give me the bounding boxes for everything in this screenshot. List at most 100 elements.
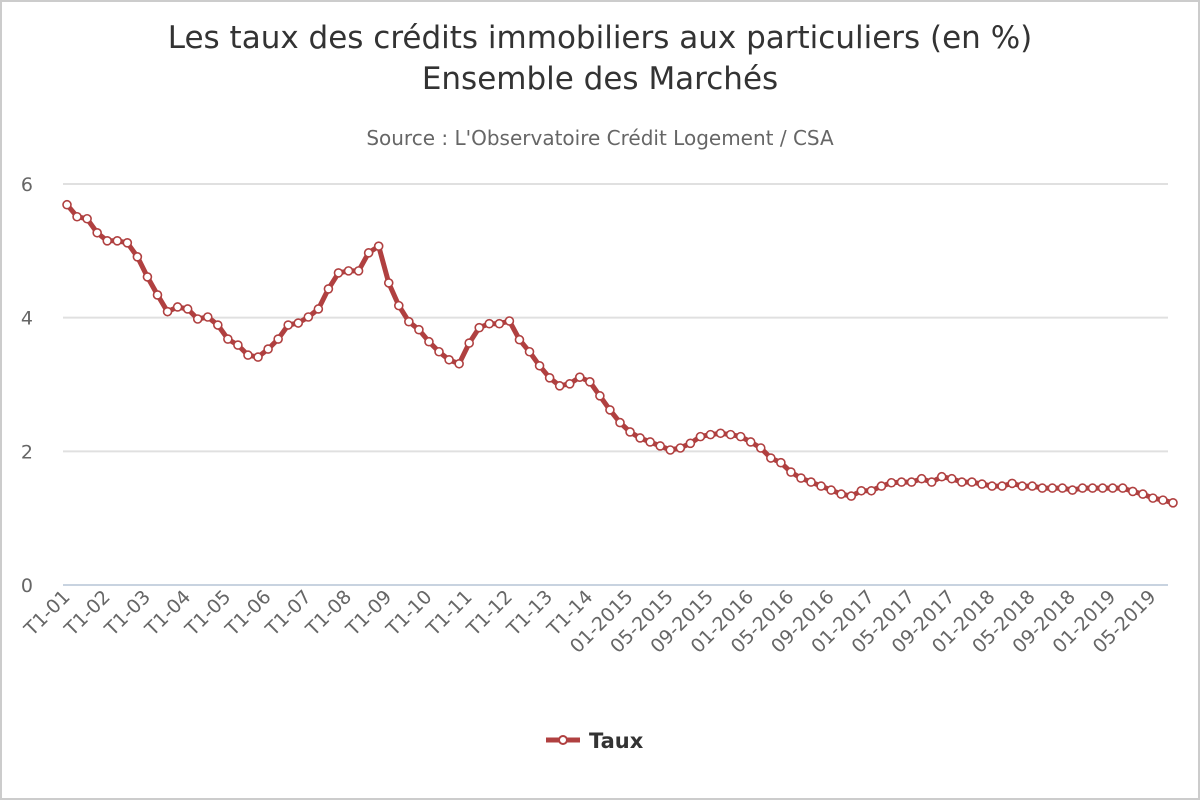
data-point[interactable] [886,477,897,488]
data-point[interactable] [524,346,535,357]
data-point[interactable] [806,477,816,487]
data-point[interactable] [816,481,826,491]
data-point[interactable] [444,354,454,365]
data-point[interactable] [223,334,233,344]
data-point[interactable] [936,471,947,482]
data-point[interactable] [755,443,766,453]
data-point[interactable] [1007,478,1017,489]
data-point[interactable] [685,438,696,449]
data-point[interactable] [343,266,354,276]
data-point[interactable] [585,377,595,387]
data-point[interactable] [705,429,716,440]
data-point[interactable] [243,350,253,360]
data-point[interactable] [856,485,867,496]
data-point[interactable] [474,322,485,333]
data-point[interactable] [1127,486,1138,497]
data-point[interactable] [152,290,163,300]
data-point[interactable] [393,300,404,311]
data-point[interactable] [766,453,776,463]
data-point[interactable] [997,481,1007,491]
data-point[interactable] [1138,489,1148,499]
data-point[interactable] [675,443,686,453]
data-point[interactable] [906,477,917,487]
data-point[interactable] [233,340,243,350]
data-point[interactable] [1097,483,1108,493]
data-point[interactable] [142,272,153,282]
data-point[interactable] [1148,493,1158,503]
data-point[interactable] [182,304,193,314]
data-point[interactable] [283,320,294,330]
data-point[interactable] [363,248,374,258]
data-point[interactable] [303,312,314,322]
data-point[interactable] [896,477,907,487]
data-point[interactable] [172,302,183,312]
data-point[interactable] [313,304,324,314]
data-point[interactable] [544,373,555,383]
data-point[interactable] [464,338,474,348]
data-point[interactable] [615,417,625,428]
data-point[interactable] [202,312,213,322]
data-point[interactable] [826,485,836,495]
data-point[interactable] [383,278,394,288]
data-point[interactable] [735,431,746,442]
data-point[interactable] [504,316,515,326]
data-point[interactable] [534,360,545,371]
data-point[interactable] [665,445,676,455]
data-point[interactable] [926,477,937,487]
data-point[interactable] [1077,483,1088,493]
data-point[interactable] [987,481,997,491]
data-point[interactable] [605,405,615,415]
data-point[interactable] [92,227,102,238]
data-point[interactable] [373,241,384,251]
data-point[interactable] [695,431,706,442]
legend-item-taux[interactable]: Taux [546,729,644,753]
data-point[interactable] [745,437,756,447]
data-point[interactable] [554,381,565,391]
data-point[interactable] [977,479,987,489]
data-point[interactable] [484,318,495,329]
data-point[interactable] [595,391,605,401]
data-point[interactable] [293,318,304,328]
data-point[interactable] [273,334,283,344]
data-point[interactable] [494,318,505,329]
data-point[interactable] [112,236,123,246]
data-point[interactable] [635,433,645,443]
data-point[interactable] [715,428,726,439]
data-point[interactable] [1107,483,1118,493]
data-point[interactable] [967,477,977,487]
data-point[interactable] [132,252,143,262]
data-point[interactable] [876,481,887,491]
data-point[interactable] [514,334,525,345]
data-point[interactable] [263,344,273,354]
data-point[interactable] [82,213,92,224]
data-point[interactable] [1047,483,1058,493]
data-point[interactable] [192,314,203,324]
data-point[interactable] [1027,481,1038,491]
data-point[interactable] [122,238,133,248]
data-point[interactable] [323,284,334,294]
data-point[interactable] [454,358,464,369]
data-point[interactable] [434,346,444,357]
data-point[interactable] [655,441,666,451]
data-point[interactable] [213,320,223,330]
data-point[interactable] [1087,483,1098,493]
data-point[interactable] [102,236,113,246]
data-point[interactable] [725,429,736,440]
data-point[interactable] [333,268,344,278]
data-point[interactable] [786,467,796,477]
data-point[interactable] [414,324,424,335]
data-point[interactable] [424,336,434,347]
data-point[interactable] [1017,481,1027,491]
data-point[interactable] [1117,483,1128,493]
data-point[interactable] [353,266,364,276]
data-point[interactable] [625,427,635,437]
data-point[interactable] [1168,497,1178,508]
data-point[interactable] [1158,495,1168,505]
data-point[interactable] [796,473,806,483]
data-point[interactable] [776,457,786,468]
data-point[interactable] [866,485,877,496]
data-point[interactable] [645,437,655,447]
data-point[interactable] [1057,483,1068,493]
data-point[interactable] [916,473,927,484]
data-point[interactable] [72,211,82,222]
